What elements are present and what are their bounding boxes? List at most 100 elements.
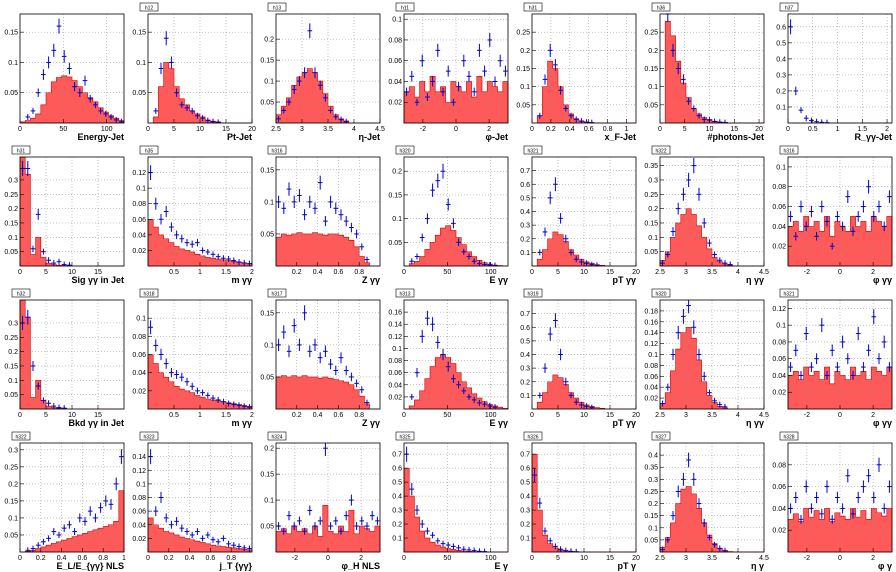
x-tick-label: 0.4 — [313, 412, 323, 419]
x-axis-label: x_F-Jet — [604, 132, 636, 142]
y-tick-label: 0.1 — [8, 515, 18, 522]
panel-2: h12 0 5 10 15 20 0.05 0.1 0.15 Pt-Jet — [132, 2, 256, 142]
y-tick-label: 0.15 — [4, 363, 18, 370]
x-tick-label: 0 — [530, 126, 534, 133]
panel-tag-box — [11, 145, 31, 155]
histogram-fill — [20, 490, 125, 553]
x-axis-label: E_L/E_{γγ} NLS — [56, 561, 124, 571]
panel-19: h319 0 5 10 15 20 0.1 0.2 0.3 0.4 0.5 0.6 0.7 pT γγ — [520, 288, 640, 428]
x-tick-label: 0.8 — [354, 269, 364, 276]
histogram-fill — [404, 225, 508, 267]
panel-tag-box — [779, 288, 799, 298]
y-tick-label: 0.14 — [132, 454, 146, 461]
panel-tag-box — [11, 431, 31, 441]
panel-tag-box — [139, 2, 159, 12]
y-tick-label: 0.08 — [772, 339, 786, 346]
x-tick-label: 2 — [250, 412, 254, 419]
y-tick-label: 0.2 — [392, 169, 402, 176]
y-tick-label: 0.12 — [388, 334, 402, 341]
x-tick-label: 0.8 — [354, 412, 364, 419]
y-tick-label: 0.02 — [132, 248, 146, 255]
y-tick-label: 0.1 — [520, 536, 530, 543]
y-tick-label: 0.05 — [4, 249, 18, 256]
panel-18: h313 0 50 100 0.02 0.04 0.06 0.08 0.1 0.12 0.14 0.1… — [388, 288, 509, 428]
histogram-fill — [532, 60, 636, 124]
x-tick-label: 2 — [885, 126, 889, 133]
plot-frame — [19, 442, 125, 553]
y-tick-label: 0.12 — [132, 170, 146, 177]
x-tick-label: -2 — [292, 555, 298, 562]
x-tick-label: 0 — [18, 412, 22, 419]
x-axis-label: pT γγ — [612, 275, 636, 285]
x-tick-label: 0 — [530, 412, 534, 419]
x-tick-label: 0.4 — [57, 555, 67, 562]
y-tick-label: 0.1 — [264, 498, 274, 505]
histogram-fill — [275, 375, 380, 410]
y-tick-label: 0.2 — [648, 48, 658, 55]
y-tick-label: 0.1 — [648, 84, 658, 91]
x-tick-label: 15 — [606, 269, 614, 276]
x-axis-label: φ γγ — [873, 418, 892, 428]
y-tick-label: 0.15 — [260, 310, 274, 317]
y-tick-label: 0.6 — [776, 24, 786, 31]
panel-tag-box — [523, 431, 543, 441]
y-tick-label: 0.04 — [388, 382, 402, 389]
y-tick-label: 0.08 — [132, 334, 146, 341]
x-tick-label: 4.5 — [759, 269, 769, 276]
panel-tag: h316 — [783, 148, 794, 154]
y-tick-label: 0.4 — [392, 494, 402, 501]
y-tick-label: 0.7 — [392, 452, 402, 459]
x-tick-label: 15 — [94, 269, 102, 276]
x-tick-label: 20 — [755, 126, 763, 133]
plot-frame — [275, 156, 381, 267]
y-tick-label: 0.15 — [260, 167, 274, 174]
y-tick-label: 0.05 — [644, 249, 658, 256]
y-tick-label: 0.04 — [644, 385, 658, 392]
x-axis-label: Bkd γγ in Jet — [68, 418, 124, 428]
panel-24: h324 -2 0 2 0.05 0.1 0.15 0.2 φ_H NLS — [260, 431, 381, 571]
y-tick-label: 0.15 — [4, 498, 18, 505]
x-tick-label: 1 — [198, 412, 202, 419]
y-tick-label: 0.2 — [392, 522, 402, 529]
y-tick-label: 0.02 — [772, 244, 786, 251]
plot-frame — [787, 13, 893, 124]
panel-tag: h31 — [529, 5, 538, 11]
y-tick-label: 0.6 — [520, 325, 530, 332]
plot-frame — [275, 299, 381, 410]
panel-tag-box — [267, 431, 287, 441]
x-tick-label: 50 — [443, 269, 451, 276]
y-tick-label: 0.05 — [644, 537, 658, 544]
panel-tag: h31 — [17, 148, 26, 154]
y-tick-label: 0.06 — [388, 370, 402, 377]
panel-tag: h321 — [527, 148, 538, 154]
y-tick-label: 0.06 — [772, 484, 786, 491]
y-tick-label: 0.08 — [644, 363, 658, 370]
panel-tag: h36 — [657, 5, 666, 11]
panel-tag: h320 — [399, 148, 410, 154]
x-tick-label: 0 — [454, 126, 458, 133]
panel-tag-box — [267, 145, 287, 155]
panel-tag: h321 — [783, 291, 794, 297]
x-tick-label: 10 — [68, 269, 76, 276]
x-tick-label: 4.5 — [375, 126, 385, 133]
x-tick-label: 1 — [836, 126, 840, 133]
panel-tag: h32 — [17, 291, 26, 297]
x-tick-label: 0.5 — [808, 126, 818, 133]
x-axis-label: φ_H NLS — [342, 561, 380, 571]
panel-17: h317 0.2 0.4 0.6 0.8 0.05 0.1 0.15 Z γγ — [260, 288, 381, 428]
x-axis-label: pT γ — [617, 561, 636, 571]
y-tick-label: 0.3 — [520, 223, 530, 230]
y-tick-label: 0.02 — [388, 100, 402, 107]
x-tick-label: 0.8 — [226, 555, 236, 562]
panel-tag: h323 — [143, 434, 154, 440]
y-tick-label: 0.08 — [132, 201, 146, 208]
x-tick-label: 0.6 — [334, 412, 344, 419]
x-axis-label: φ γ — [878, 561, 892, 571]
y-tick-label: 0.15 — [260, 472, 274, 479]
y-tick-label: 0.06 — [772, 356, 786, 363]
x-tick-label: 20 — [632, 269, 640, 276]
x-tick-label: 1 — [122, 555, 126, 562]
panel-tag: h325 — [399, 434, 410, 440]
y-tick-label: 0.1 — [264, 199, 274, 206]
x-axis-label: η γγ — [746, 418, 764, 428]
